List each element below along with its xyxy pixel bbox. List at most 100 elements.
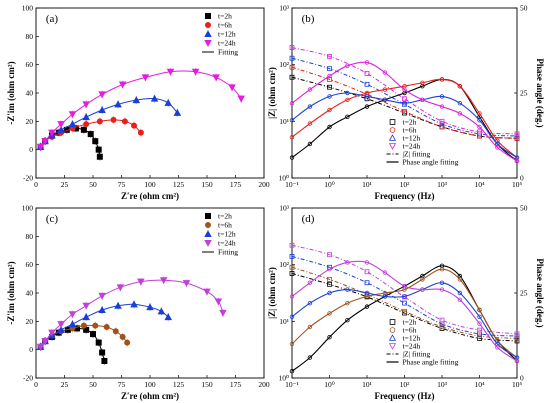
modulus-point-24h — [514, 131, 520, 137]
data-point-2h — [95, 146, 102, 153]
phase-point-24h — [345, 260, 350, 265]
legend-marker — [389, 119, 396, 125]
phase-point-24h — [327, 267, 332, 272]
x-tick-label: 200 — [258, 380, 270, 389]
legend-marker — [204, 30, 212, 37]
data-point-24h — [141, 74, 150, 82]
phase-point-24h — [289, 100, 295, 106]
data-point-6h — [137, 129, 144, 136]
data-point-24h — [41, 138, 49, 146]
data-point-24h — [57, 121, 65, 129]
legend-label: t=12h — [403, 334, 421, 343]
right-axis-label: Phase angle (deg.) — [535, 58, 545, 127]
data-point-12h — [130, 300, 138, 308]
y-tick-label: 60 — [26, 60, 34, 69]
phase-point-6h — [477, 111, 482, 116]
legend-label: Fitting — [218, 48, 238, 57]
legend-marker — [204, 239, 212, 247]
data-point-2h — [87, 131, 94, 138]
phase-point-6h — [457, 277, 463, 282]
phase-point-6h — [327, 311, 332, 316]
modulus-fitting-line — [291, 57, 518, 137]
phase-point-6h — [307, 324, 313, 330]
x-tick-label: 10⁻¹ — [285, 380, 299, 389]
legend-label: t=2h — [218, 212, 232, 221]
y-axis-label: -Z′im (ohm cm²) — [6, 61, 16, 124]
panel-label: (d) — [302, 213, 315, 225]
x-tick-label: 125 — [173, 380, 185, 389]
x-tick-label: 50 — [89, 180, 97, 189]
data-point-2h — [96, 153, 103, 160]
data-point-6h — [83, 121, 90, 128]
data-point-12h — [82, 313, 90, 321]
modulus-point-2h — [289, 74, 295, 80]
right-tick-label: 25 — [520, 89, 528, 98]
phase-point-24h — [327, 73, 332, 79]
data-point-12h — [82, 113, 90, 121]
phase-point-12h — [382, 294, 388, 299]
phase-point-6h — [289, 341, 295, 347]
phase-point-24h — [345, 63, 350, 68]
phase-point-6h — [477, 307, 482, 313]
phase-fitting-line — [291, 78, 518, 159]
modulus-fitting-line — [291, 47, 518, 135]
x-tick-label: 10² — [400, 180, 411, 189]
phase-point-24h — [514, 158, 520, 164]
data-point-12h — [98, 306, 106, 314]
data-point-24h — [68, 311, 77, 319]
legend-marker — [204, 40, 212, 47]
phase-point-24h — [439, 104, 445, 109]
right-axis-label: Phase angle (deg.) — [535, 258, 545, 327]
y-tick-label: 40 — [26, 89, 34, 98]
phase-point-24h — [364, 60, 370, 65]
y-tick-label: 80 — [26, 232, 34, 241]
data-point-12h — [173, 108, 182, 116]
x-tick-label: 200 — [258, 180, 270, 189]
right-tick-label: 50 — [520, 204, 528, 213]
data-point-2h — [80, 126, 87, 133]
right-tick-label: 0 — [520, 374, 524, 383]
phase-fitting-line — [291, 61, 518, 162]
data-point-2h — [92, 138, 99, 145]
data-point-6h — [110, 116, 117, 123]
data-point-24h — [68, 111, 77, 119]
data-point-12h — [164, 313, 173, 321]
data-point-6h — [124, 339, 131, 346]
x-tick-label: 10⁰ — [324, 380, 335, 389]
legend-label: t=6h — [403, 326, 417, 335]
data-point-24h — [98, 91, 106, 99]
data-point-2h — [101, 357, 108, 364]
data-point-24h — [137, 278, 145, 286]
phase-fitting-line — [291, 282, 518, 359]
legend-marker — [389, 319, 396, 325]
data-point-24h — [98, 292, 106, 300]
phase-point-12h — [345, 287, 350, 292]
phase-point-24h — [457, 297, 463, 302]
y-tick-label: 60 — [26, 260, 34, 269]
x-tick-label: 150 — [201, 380, 213, 389]
data-point-6h — [121, 118, 128, 125]
y-tick-label: -20 — [23, 374, 33, 383]
modulus-point-24h — [289, 242, 295, 248]
y-tick-label: 10¹ — [279, 317, 289, 326]
phase-point-6h — [345, 97, 350, 102]
x-tick-label: 10⁴ — [474, 180, 485, 189]
data-point-24h — [57, 321, 65, 329]
modulus-point-6h — [289, 64, 295, 70]
legend-label: t=12h — [403, 134, 421, 143]
x-tick-label: 25 — [61, 180, 69, 189]
phase-point-12h — [477, 314, 482, 319]
data-point-6h — [119, 333, 126, 340]
data-point-12h — [132, 96, 141, 104]
legend-marker — [204, 12, 211, 19]
legend-marker — [389, 127, 396, 133]
legend-marker — [389, 327, 396, 333]
legend-label: t=2h — [403, 318, 417, 327]
phase-point-2h — [327, 335, 332, 340]
x-tick-label: 100 — [144, 380, 156, 389]
phase-point-6h — [327, 107, 332, 113]
x-tick-label: 10³ — [437, 380, 448, 389]
legend-marker — [204, 230, 212, 238]
phase-point-12h — [307, 104, 313, 109]
